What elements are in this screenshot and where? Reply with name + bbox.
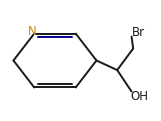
Text: N: N <box>28 25 37 38</box>
Text: Br: Br <box>131 26 145 39</box>
Text: OH: OH <box>131 90 149 103</box>
